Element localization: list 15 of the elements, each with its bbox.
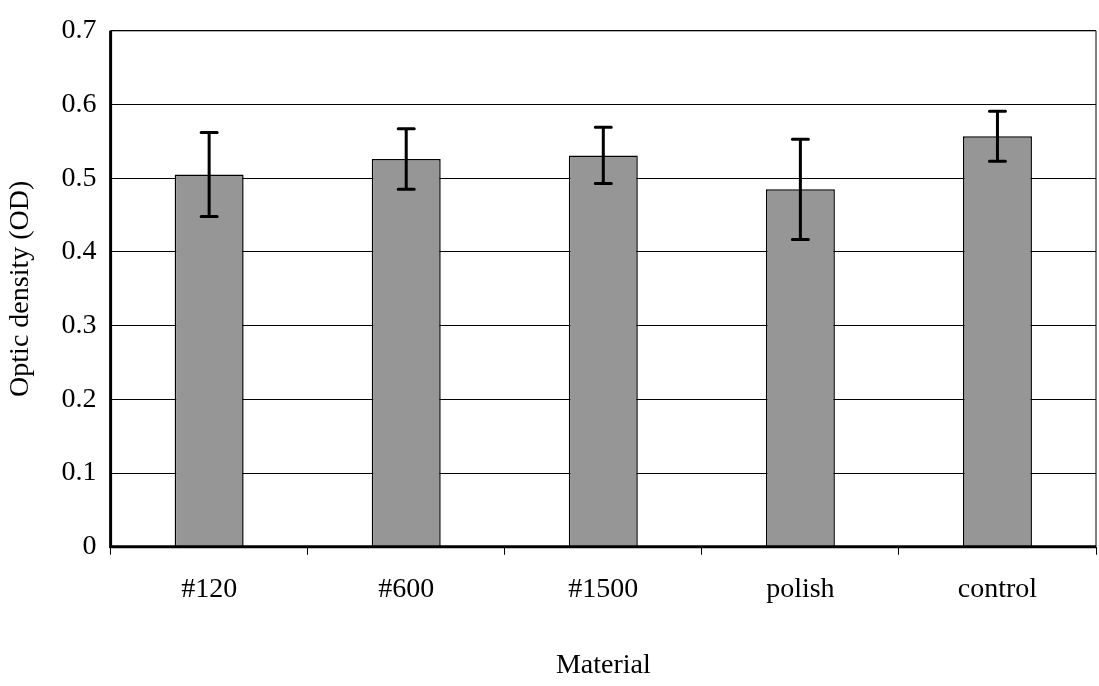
x-tick-label: #1500 xyxy=(568,571,639,603)
y-tick-label: 0.1 xyxy=(61,455,97,487)
x-tick-label: #600 xyxy=(378,571,435,603)
y-tick-label: 0 xyxy=(82,529,97,561)
y-tick-label: 0.2 xyxy=(61,381,97,413)
x-axis-title: Material xyxy=(555,647,651,679)
y-axis-title: Optic density (OD) xyxy=(3,180,35,397)
y-tick-label: 0.4 xyxy=(61,234,97,266)
y-tick-label: 0.5 xyxy=(61,160,97,192)
x-tick-label: #120 xyxy=(181,571,238,603)
x-tick-label: polish xyxy=(766,571,835,603)
y-tick-label: 0.7 xyxy=(61,13,97,45)
x-tick-label: control xyxy=(957,571,1038,603)
y-tick-label: 0.3 xyxy=(61,308,97,340)
y-tick-label: 0.6 xyxy=(61,86,97,118)
